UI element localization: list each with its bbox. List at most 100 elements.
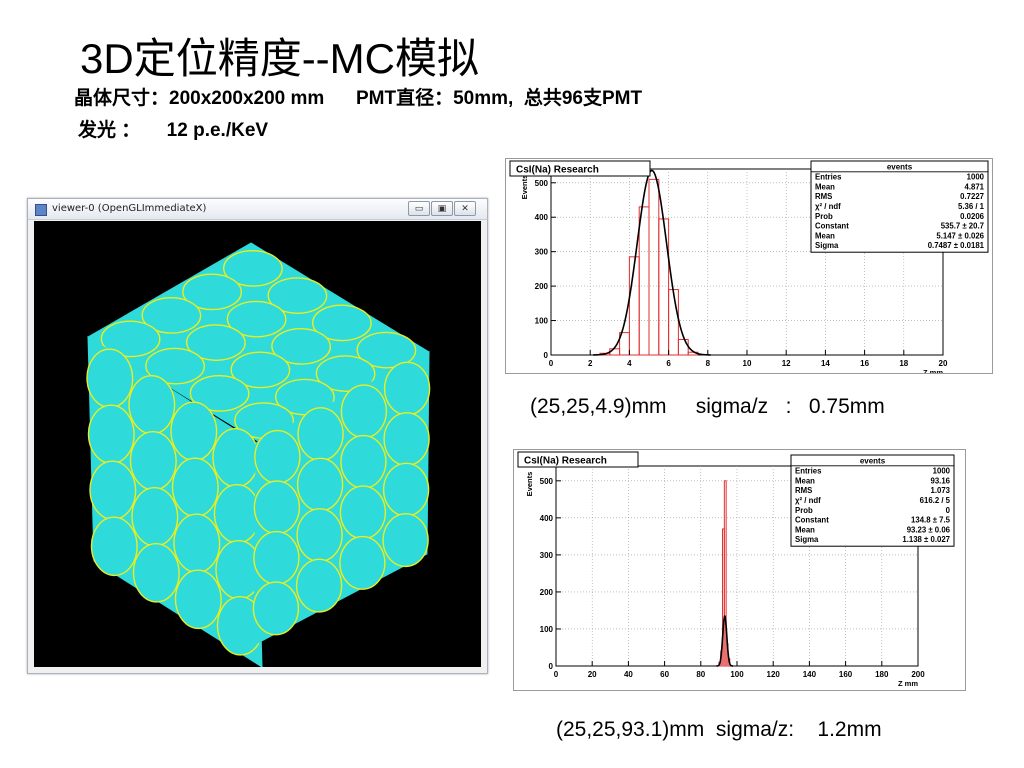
caption-1: (25,25,4.9)mm sigma/z : 0.75mm bbox=[530, 395, 885, 418]
pmt-ellipse bbox=[252, 581, 300, 636]
stats-row-label: Entries bbox=[795, 467, 822, 476]
y-tick-label: 0 bbox=[549, 662, 554, 671]
stats-row-value: 93.16 bbox=[930, 476, 950, 485]
stats-row-value: 93.23 ± 0.06 bbox=[907, 525, 951, 534]
pmt-ellipse bbox=[89, 460, 137, 521]
caption-2: (25,25,93.1)mm sigma/z: 1.2mm bbox=[556, 718, 882, 741]
pmt-ellipse bbox=[312, 304, 372, 342]
x-tick-label: 18 bbox=[899, 359, 908, 368]
pmt-ellipse bbox=[230, 351, 291, 389]
x-tick-label: 60 bbox=[660, 670, 669, 679]
pmt-ellipse bbox=[132, 543, 180, 603]
pmt-ellipse bbox=[226, 300, 287, 338]
y-tick-label: 400 bbox=[535, 213, 549, 222]
stats-row-value: 1.073 bbox=[930, 486, 950, 495]
x-tick-label: 20 bbox=[939, 359, 948, 368]
close-icon[interactable]: ✕ bbox=[454, 201, 476, 216]
histogram-panel-2: 0 20 40 60 80 100 120 140 160 180 200 0 100 200 300 400… bbox=[513, 449, 966, 691]
gaussian-fit-line bbox=[716, 615, 733, 667]
x-tick-label: 20 bbox=[588, 670, 597, 679]
pmt-ellipse bbox=[90, 516, 138, 577]
pmt-ellipse bbox=[339, 535, 386, 590]
stats-row-label: Entries bbox=[815, 173, 842, 182]
pmt-ellipse bbox=[340, 384, 388, 439]
stats-box-header: events bbox=[887, 162, 913, 171]
viewer-canvas[interactable] bbox=[34, 221, 481, 668]
stats-box bbox=[810, 160, 989, 253]
maximize-icon[interactable]: ▣ bbox=[431, 201, 453, 216]
stats-row-value: 134.8 ± 7.5 bbox=[911, 516, 951, 525]
x-tick-label: 140 bbox=[803, 670, 817, 679]
pmt-ellipse bbox=[356, 331, 417, 369]
pmt-ellipse bbox=[296, 508, 343, 563]
y-tick-label: 300 bbox=[540, 551, 554, 560]
x-tick-label: 4 bbox=[627, 359, 632, 368]
pmt-ellipse bbox=[339, 485, 387, 540]
pmt-ellipse bbox=[100, 320, 161, 358]
y-tick-label: 300 bbox=[535, 248, 549, 257]
stats-row-value: 1.138 ± 0.027 bbox=[902, 535, 950, 544]
light-yield-line: 发光 ： 12 p.e./KeV bbox=[78, 120, 269, 141]
pmt-ellipse bbox=[131, 487, 179, 547]
pmt-ellipse bbox=[315, 355, 376, 393]
stats-box bbox=[790, 454, 955, 547]
minimize-icon[interactable]: ▭ bbox=[408, 201, 430, 216]
opengl-viewer-window[interactable]: viewer-0 (OpenGLImmediateX) ▭ ▣ ✕ bbox=[27, 198, 488, 674]
crystal-cube-render bbox=[86, 242, 431, 668]
stats-row-label: RMS bbox=[795, 486, 812, 495]
y-axis-label: Events bbox=[525, 472, 534, 497]
y-tick-label: 500 bbox=[540, 477, 554, 486]
pmt-ellipse bbox=[271, 327, 331, 365]
pmt-ellipse bbox=[145, 347, 205, 385]
fit-area bbox=[716, 616, 733, 666]
pmt-ellipse bbox=[186, 324, 246, 362]
pmt-ellipse bbox=[87, 404, 135, 465]
cube-right-face bbox=[253, 351, 430, 646]
stats-row-value: 0.7487 ± 0.0181 bbox=[928, 241, 985, 250]
pmt-ellipse bbox=[182, 273, 242, 311]
y-tick-label: 400 bbox=[540, 514, 554, 523]
pmt-ellipse bbox=[253, 530, 300, 585]
stats-box-header: events bbox=[860, 456, 886, 465]
slide-title: 3D定位精度--MC模拟 bbox=[80, 35, 479, 82]
stats-row-label: RMS bbox=[815, 192, 832, 201]
stats-row-label: Mean bbox=[815, 182, 835, 191]
x-tick-label: 2 bbox=[588, 359, 593, 368]
stats-row-label: χ² / ndf bbox=[795, 496, 821, 505]
pmt-ellipse bbox=[174, 569, 222, 630]
x-tick-label: 8 bbox=[706, 359, 711, 368]
x-tick-label: 80 bbox=[696, 670, 705, 679]
stats-row-value: 5.36 / 1 bbox=[958, 202, 985, 211]
pmt-ellipse bbox=[86, 348, 134, 409]
stats-row-label: Constant bbox=[795, 516, 829, 525]
y-axis-label: Events bbox=[520, 175, 529, 200]
pmt-ellipse bbox=[141, 296, 202, 334]
stats-row-label: Prob bbox=[795, 506, 813, 515]
viewer-titlebar[interactable]: viewer-0 (OpenGLImmediateX) ▭ ▣ ✕ bbox=[28, 199, 487, 220]
stats-row-label: Mean bbox=[795, 476, 815, 485]
x-tick-label: 40 bbox=[624, 670, 633, 679]
stats-row-label: Mean bbox=[795, 525, 815, 534]
y-tick-label: 200 bbox=[540, 588, 554, 597]
pmt-ellipse bbox=[253, 480, 301, 535]
chart-title-box bbox=[517, 451, 639, 468]
y-tick-label: 200 bbox=[535, 282, 549, 291]
stats-row-value: 4.871 bbox=[964, 182, 984, 191]
pmt-ellipse bbox=[173, 513, 221, 574]
x-tick-label: 0 bbox=[554, 670, 559, 679]
app-icon bbox=[35, 204, 47, 216]
x-tick-label: 14 bbox=[821, 359, 830, 368]
x-tick-label: 0 bbox=[549, 359, 554, 368]
chart-title-box bbox=[509, 160, 651, 177]
y-tick-label: 100 bbox=[535, 317, 549, 326]
stats-row-value: 1000 bbox=[967, 173, 985, 182]
stats-row-label: Sigma bbox=[795, 535, 819, 544]
pmt-ellipse bbox=[128, 375, 176, 435]
stats-row-value: 616.2 / 5 bbox=[920, 496, 951, 505]
x-tick-label: 6 bbox=[666, 359, 671, 368]
pmt-ellipse bbox=[382, 513, 429, 568]
stats-row-value: 0.7227 bbox=[960, 192, 984, 201]
chart-title: CsI(Na) Research bbox=[516, 165, 599, 176]
pmt-ellipse bbox=[213, 484, 261, 544]
y-tick-label: 0 bbox=[544, 351, 549, 360]
